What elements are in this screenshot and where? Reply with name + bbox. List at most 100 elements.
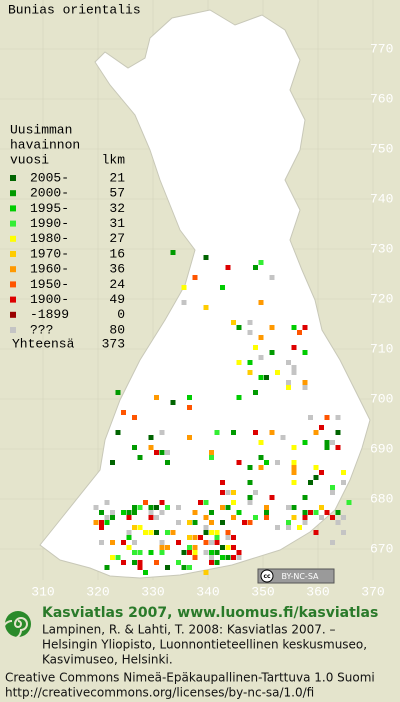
occurrence-square (159, 540, 165, 545)
occurrence-square (93, 520, 99, 525)
occurrence-square (121, 540, 126, 545)
occurrence-square (231, 500, 236, 505)
occurrence-square (335, 415, 341, 420)
y-coordinate-label: 770 (370, 41, 393, 56)
occurrence-square (170, 250, 176, 255)
legend-count: 24 (109, 277, 125, 292)
legend-label: 1980- (30, 231, 69, 246)
occurrence-square (192, 510, 198, 515)
occurrence-square (308, 510, 313, 515)
legend-swatch (10, 327, 16, 333)
badge-text: BY-NC-SA (281, 572, 319, 581)
occurrence-square (335, 510, 341, 515)
occurrence-square (291, 325, 297, 330)
occurrence-square (192, 555, 198, 560)
occurrence-square (258, 440, 264, 445)
occurrence-square (253, 490, 258, 495)
occurrence-square (247, 370, 253, 375)
species-title: Bunias orientalis (8, 2, 141, 17)
y-coordinate-label: 700 (370, 391, 393, 406)
occurrence-square (110, 515, 115, 520)
occurrence-square (181, 550, 187, 555)
y-coordinate-label: 740 (370, 191, 393, 206)
occurrence-square (313, 465, 319, 470)
occurrence-square (236, 360, 242, 365)
occurrence-square (319, 515, 324, 520)
occurrence-square (209, 520, 214, 525)
occurrence-square (264, 375, 269, 380)
occurrence-square (286, 505, 291, 510)
occurrence-square (203, 255, 209, 260)
occurrence-square (286, 385, 291, 390)
occurrence-square (99, 520, 104, 525)
occurrence-square (209, 540, 214, 545)
legend-swatch (10, 205, 16, 212)
occurrence-square (203, 540, 209, 545)
occurrence-square (319, 425, 324, 430)
occurrence-square (291, 345, 297, 350)
badge-icon-text: cc (263, 573, 271, 580)
occurrence-square (121, 510, 126, 515)
occurrence-square (308, 415, 313, 420)
occurrence-square (286, 520, 291, 525)
occurrence-square (231, 515, 236, 520)
occurrence-square (165, 450, 170, 455)
occurrence-square (187, 550, 192, 555)
occurrence-square (324, 445, 330, 450)
occurrence-square (203, 515, 209, 520)
occurrence-square (209, 560, 214, 565)
occurrence-square (291, 365, 297, 370)
site-title: Kasviatlas 2007, www.luomus.fi/kasviatla… (42, 605, 378, 621)
occurrence-square (192, 275, 198, 280)
occurrence-square (264, 505, 269, 510)
occurrence-square (154, 515, 159, 520)
occurrence-square (181, 300, 187, 305)
legend-count: 36 (109, 262, 125, 277)
legend-label: -1899 (30, 307, 69, 322)
occurrence-square (313, 430, 319, 435)
occurrence-square (137, 505, 143, 510)
occurrence-square (253, 345, 258, 350)
occurrence-square (203, 525, 209, 530)
occurrence-square (231, 430, 236, 435)
occurrence-square (231, 535, 236, 540)
occurrence-square (187, 435, 192, 440)
occurrence-square (132, 550, 137, 555)
occurrence-square (187, 395, 192, 400)
occurrence-square (253, 430, 258, 435)
occurrence-square (214, 550, 220, 555)
occurrence-square (225, 505, 231, 510)
occurrence-square (286, 525, 291, 530)
occurrence-square (170, 400, 176, 405)
occurrence-square (203, 305, 209, 310)
occurrence-square (132, 415, 137, 420)
occurrence-square (165, 565, 170, 570)
occurrence-square (143, 570, 148, 575)
occurrence-square (165, 505, 170, 510)
occurrence-square (247, 500, 253, 505)
x-coordinate-label: 330 (141, 584, 164, 599)
occurrence-square (148, 515, 154, 520)
occurrence-square (220, 480, 225, 485)
occurrence-square (269, 275, 275, 280)
legend: Uusimman havainnon vuosi lkm Yhteensä 37… (10, 122, 125, 351)
occurrence-square (330, 440, 335, 445)
occurrence-square (286, 380, 291, 385)
occurrence-square (187, 545, 192, 550)
occurrence-square (148, 505, 154, 510)
occurrence-square (209, 455, 214, 460)
y-coordinate-label: 690 (370, 441, 393, 456)
occurrence-square (220, 520, 225, 525)
occurrence-square (132, 510, 137, 515)
occurrence-square (203, 570, 209, 575)
occurrence-square (209, 450, 214, 455)
occurrence-square (335, 520, 341, 525)
legend-heading: Uusimman (10, 122, 72, 137)
occurrence-square (236, 460, 242, 465)
occurrence-square (275, 370, 280, 375)
legend-swatch (10, 235, 16, 242)
occurrence-square (121, 560, 126, 565)
occurrence-square (192, 535, 198, 540)
occurrence-square (148, 445, 154, 450)
occurrence-square (242, 520, 247, 525)
